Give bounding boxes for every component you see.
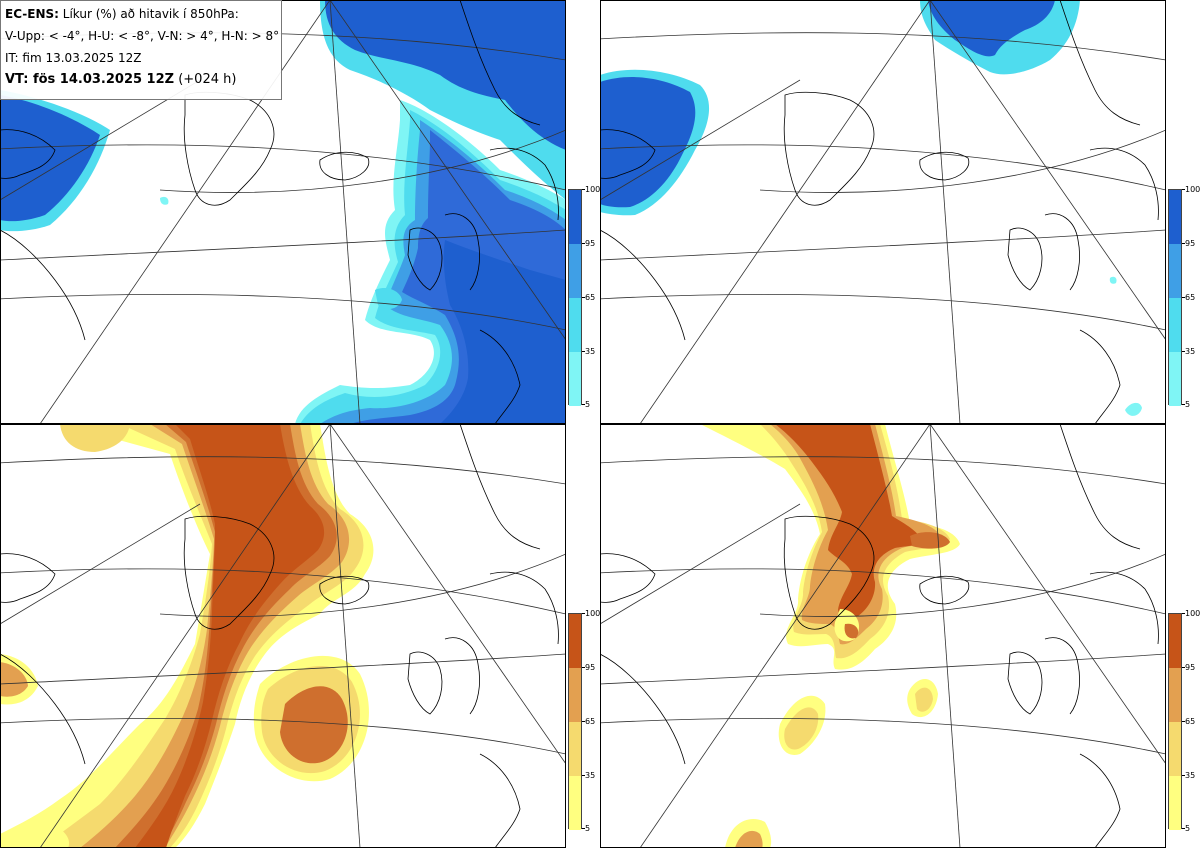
legend-tick-95: 95	[585, 239, 596, 248]
legend-tick-35: 35	[1185, 347, 1196, 356]
coastlines	[600, 424, 1159, 848]
valid-time-line: VT: fös 14.03.2025 12Z (+024 h)	[5, 73, 277, 87]
legend-tick-5: 5	[585, 824, 591, 833]
prob-area-95	[0, 95, 100, 222]
legend-tick-35: 35	[585, 347, 596, 356]
prob-area-5	[1125, 402, 1142, 416]
map-panel-cold-minus4	[0, 0, 566, 424]
legend-tick-95: 95	[585, 663, 596, 672]
prob-area-35	[915, 687, 933, 712]
legend-tick-5: 5	[1185, 824, 1191, 833]
probability-map-warm-plus4	[0, 424, 566, 848]
model-label: EC-ENS:	[5, 7, 59, 21]
probability-map-warm-plus8	[600, 424, 1166, 848]
prob-area-100	[135, 424, 325, 848]
prob-area-95	[910, 532, 950, 549]
prob-area-95	[844, 623, 859, 639]
prob-area-100	[775, 424, 922, 618]
legend-tick-95: 95	[1185, 239, 1196, 248]
title-line: EC-ENS: Líkur (%) að hitavik í 850hPa:	[5, 7, 277, 21]
coastlines	[0, 0, 559, 424]
colorbar-warm	[1168, 613, 1182, 830]
map-title: Líkur (%) að hitavik í 850hPa:	[62, 7, 239, 21]
legend-tick-65: 65	[585, 293, 596, 302]
prob-area-65	[735, 830, 763, 848]
legend-tick-100: 100	[1185, 609, 1200, 618]
prob-area-5	[20, 826, 70, 848]
map-panel-cold-minus8	[600, 0, 1166, 424]
map-panel-warm-plus4	[0, 424, 566, 848]
thresholds-line: V-Upp: < -4°, H-U: < -8°, V-N: > 4°, H-N…	[5, 29, 280, 43]
colorbar-warm	[568, 613, 582, 830]
coastlines	[0, 424, 559, 848]
legend-tick-65: 65	[1185, 717, 1196, 726]
valid-time: VT: fös 14.03.2025 12Z	[5, 72, 175, 87]
legend-tick-100: 100	[585, 609, 601, 618]
legend-warm-right: 100 95 65 35 5	[1168, 609, 1200, 833]
prob-area-100	[440, 240, 566, 424]
legend-tick-65: 65	[1185, 293, 1196, 302]
colorbar-cold	[1168, 189, 1182, 406]
map-panel-warm-plus8	[600, 424, 1166, 848]
legend-tick-35: 35	[585, 771, 596, 780]
init-time: IT: fim 13.03.2025 12Z	[5, 51, 142, 65]
legend-tick-100: 100	[1185, 185, 1200, 194]
legend-cold-left: 100 95 65 35 5	[568, 185, 601, 409]
prob-area-35	[60, 424, 130, 452]
legend-tick-5: 5	[1185, 400, 1191, 409]
legend-tick-65: 65	[585, 717, 596, 726]
prob-area-95	[600, 77, 696, 208]
prob-area-95	[280, 686, 348, 764]
info-box: EC-ENS: Líkur (%) að hitavik í 850hPa: V…	[0, 0, 282, 100]
probability-map-cold-minus4	[0, 0, 566, 424]
legend-tick-100: 100	[585, 185, 601, 194]
prob-area-65	[0, 662, 28, 697]
legend-tick-5: 5	[585, 400, 591, 409]
probability-fill	[0, 424, 374, 848]
coastlines	[600, 0, 1159, 424]
probability-fill	[700, 424, 960, 848]
prob-area-95	[325, 0, 566, 150]
probability-map-cold-minus8	[600, 0, 1166, 424]
legend-tick-35: 35	[1185, 771, 1196, 780]
legend-cold-right: 100 95 65 35 5	[1168, 185, 1200, 409]
probability-fill	[600, 0, 1142, 416]
legend-tick-95: 95	[1185, 663, 1196, 672]
colorbar-cold	[568, 189, 582, 406]
legend-warm-left: 100 95 65 35 5	[568, 609, 601, 833]
graticule	[600, 0, 1166, 424]
prob-area-5	[160, 196, 169, 205]
prob-area-35	[784, 707, 819, 750]
prob-area-5	[1109, 276, 1117, 284]
lead-time: (+024 h)	[178, 72, 237, 87]
prob-area-35	[375, 288, 402, 310]
